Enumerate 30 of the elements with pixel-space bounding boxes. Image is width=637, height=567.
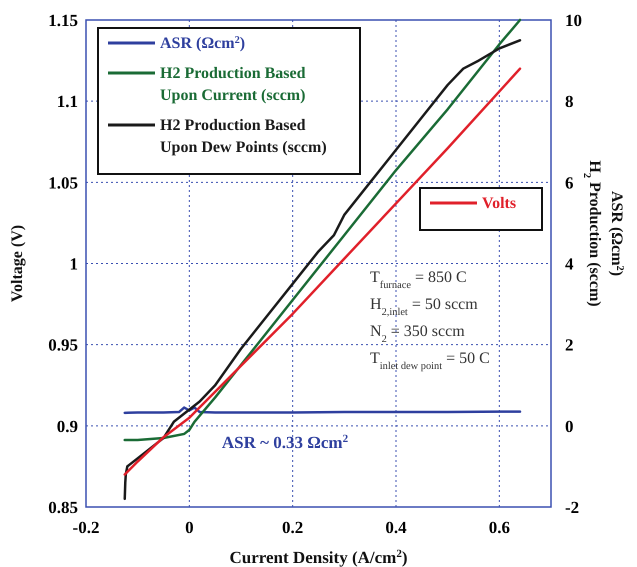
annotation: H$_{2,inlet}$ = 50 sccm [370, 296, 478, 318]
y2-tick-label: 4 [565, 254, 574, 274]
annotation: N$_{2}$ = 350 sccm [370, 323, 466, 344]
x-tick-label: 0 [185, 518, 194, 537]
y2-tick-label: -2 [565, 498, 580, 517]
annotation: ASR ~ 0.33 Ωcm$^{2}$ [222, 433, 349, 452]
y2-tick-label: 10 [565, 11, 582, 30]
y-axis-title: Voltage (V) [9, 224, 26, 302]
y-tick-label: 0.85 [48, 498, 78, 517]
annotation: T$_{inlet dew point}$ = 50 C [370, 350, 490, 372]
legend-label: ASR (Ωcm$^{2}$) [160, 34, 246, 52]
y2-tick-label: 6 [565, 173, 574, 192]
y-tick-label: 1.1 [56, 92, 78, 112]
y2-tick-label: 8 [565, 92, 574, 112]
x-tick-label: 0.2 [282, 518, 304, 537]
legend-label: Volts [482, 195, 516, 212]
x-tick-label: 0.4 [385, 518, 408, 537]
y2-tick-label: 0 [565, 416, 574, 436]
annotation: T$_{furnace}$ = 850 C [370, 269, 467, 290]
legend-label: H2 Production Based Upon Dew Points (sccm) [160, 117, 327, 156]
x-tick-label: 0.6 [488, 518, 510, 537]
y-tick-label: 1.15 [48, 11, 78, 30]
x-tick-label: -0.2 [72, 518, 100, 537]
x-axis-title: Current Density (A/cm$^{2}$) [229, 548, 408, 567]
y2-tick-label: 2 [565, 336, 574, 355]
y-tick-label: 1 [70, 254, 78, 274]
y-tick-label: 0.95 [48, 336, 78, 355]
y-tick-label: 0.9 [56, 416, 78, 436]
y-tick-label: 1.05 [48, 173, 78, 192]
legend-label: H2 Production Based Upon Current (sccm) [160, 65, 306, 104]
